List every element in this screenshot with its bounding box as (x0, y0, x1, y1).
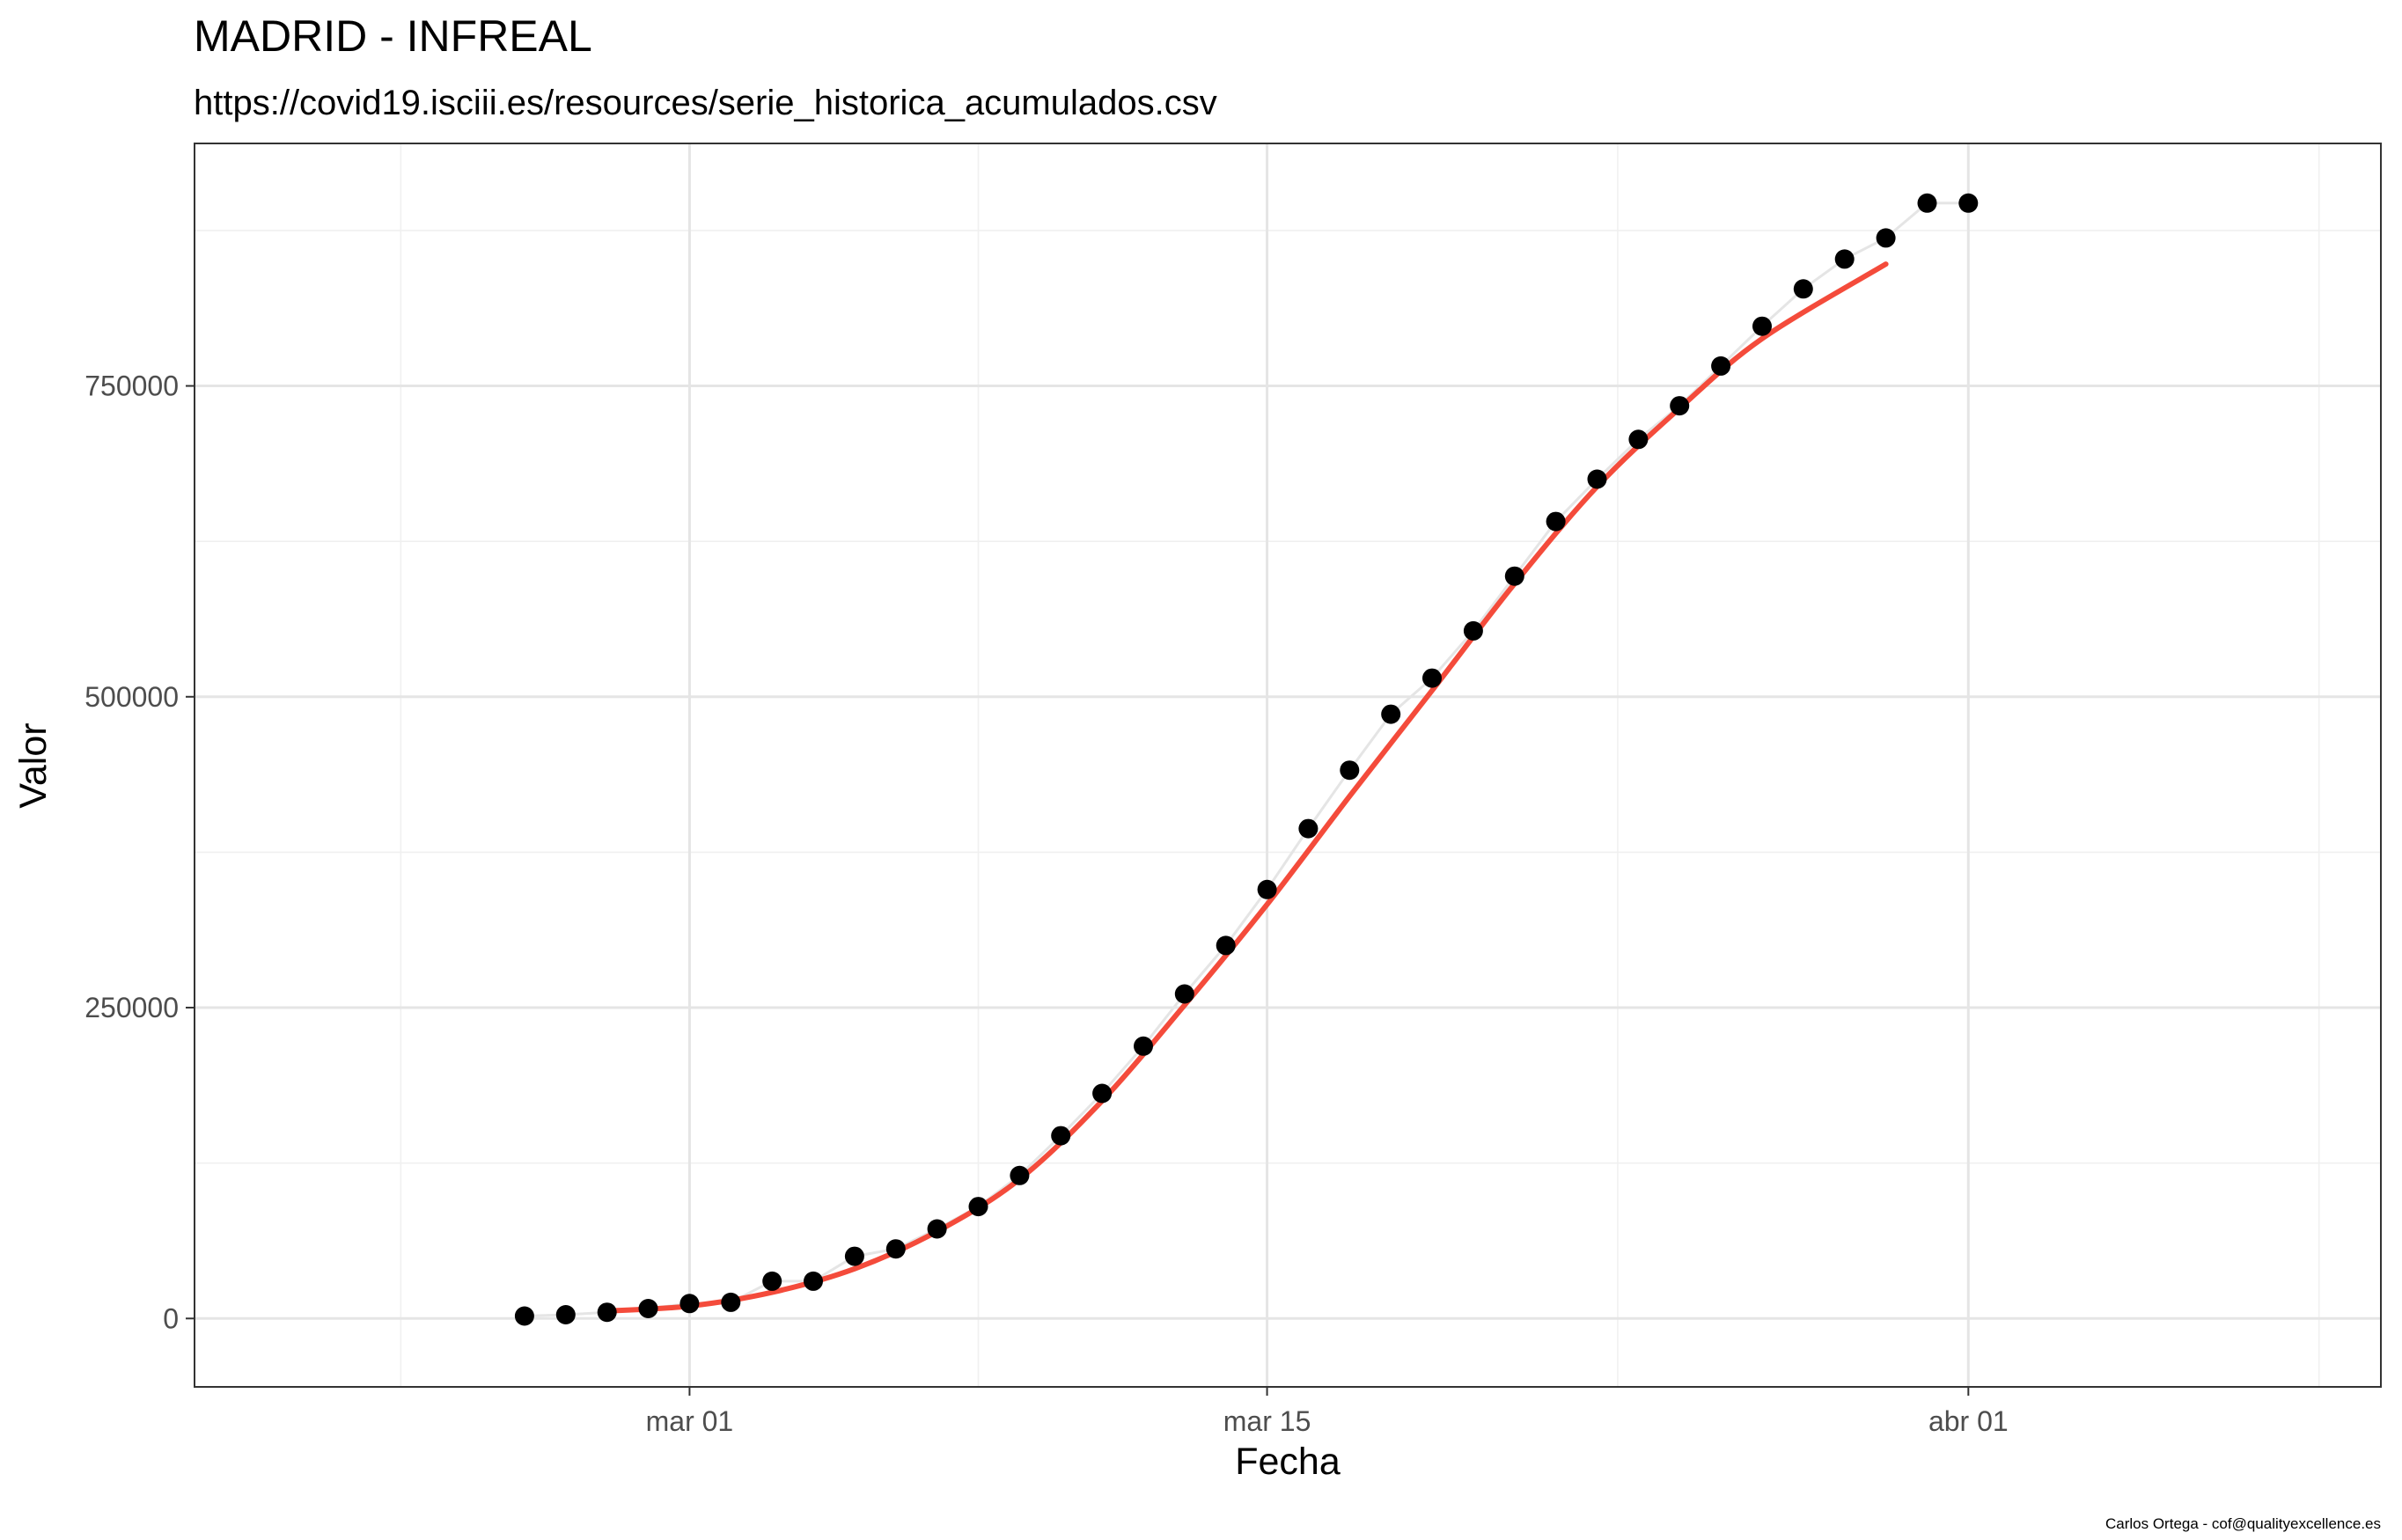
data-point (597, 1302, 617, 1323)
x-tick-label: mar 15 (1223, 1405, 1311, 1437)
y-tick-label: 500000 (84, 681, 179, 713)
data-point (1876, 228, 1896, 248)
data-point (1546, 511, 1566, 532)
data-point (762, 1271, 782, 1291)
y-tick-label: 0 (163, 1302, 179, 1334)
data-point (1504, 566, 1524, 586)
data-point (968, 1197, 988, 1217)
data-point (514, 1306, 534, 1326)
data-point (1340, 760, 1360, 781)
panel-background (195, 143, 2381, 1387)
data-point (1298, 818, 1319, 839)
chart-title: MADRID - INFREAL (194, 11, 592, 61)
data-point (927, 1219, 947, 1239)
plot-panel (194, 143, 2382, 1388)
x-axis: mar 01 mar 15 abr 01 (646, 1387, 2009, 1437)
data-point (1010, 1165, 1030, 1185)
data-point (721, 1292, 741, 1312)
data-point (1134, 1036, 1153, 1056)
data-point (1381, 704, 1401, 724)
y-axis: 0 250000 500000 750000 (84, 370, 195, 1334)
data-point (1958, 193, 1979, 213)
data-point (1628, 429, 1649, 450)
caption: Carlos Ortega - cof@qualityexcellence.es (2105, 1515, 2381, 1532)
data-point (1834, 249, 1855, 269)
data-point (1422, 668, 1442, 688)
data-point (844, 1246, 864, 1266)
data-point (1752, 316, 1772, 336)
y-tick-label: 750000 (84, 370, 179, 402)
x-axis-title: Fecha (1235, 1441, 1341, 1483)
y-axis-title: Valor (12, 722, 55, 808)
data-point (1257, 879, 1277, 899)
data-point (1917, 193, 1937, 213)
data-point (679, 1294, 700, 1314)
data-point (804, 1271, 823, 1291)
x-tick-label: abr 01 (1928, 1405, 2009, 1437)
chart-subtitle: https://covid19.isciii.es/resources/seri… (194, 84, 1217, 122)
x-tick-label: mar 01 (646, 1405, 734, 1437)
data-point (1670, 396, 1690, 416)
data-point (1711, 356, 1731, 376)
data-point (638, 1299, 658, 1318)
data-point (1587, 469, 1607, 489)
data-point (1463, 620, 1483, 641)
data-point (1793, 279, 1813, 299)
data-point (1174, 984, 1194, 1004)
y-tick-label: 250000 (84, 992, 179, 1023)
data-point (1216, 935, 1236, 956)
data-point (1092, 1083, 1113, 1104)
series-layer (514, 193, 1979, 1326)
data-point (1051, 1126, 1071, 1146)
data-point (885, 1239, 906, 1259)
panel-border (194, 143, 2382, 1388)
minor-gridlines (195, 143, 2381, 1387)
data-point (555, 1305, 576, 1324)
